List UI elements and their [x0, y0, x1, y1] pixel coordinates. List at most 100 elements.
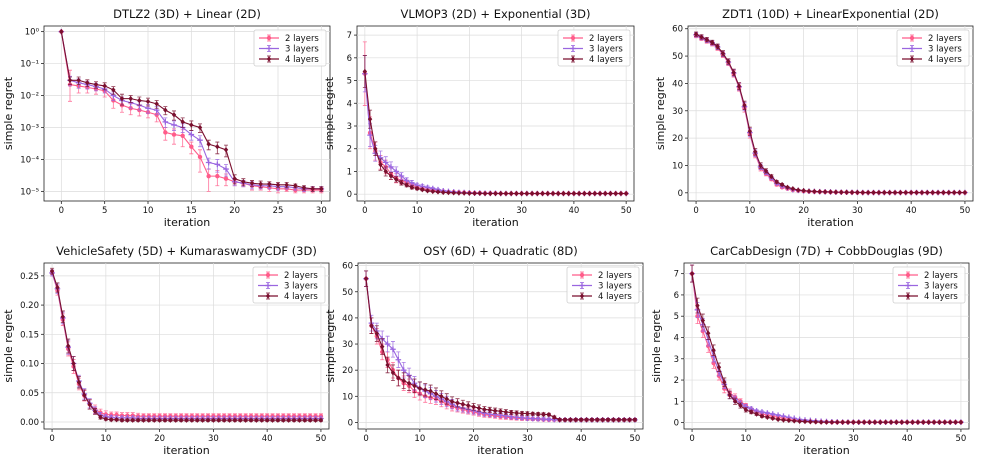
legend-label: 3 layers	[928, 45, 962, 55]
x-tick-label: 20	[798, 206, 809, 216]
legend-label: 2 layers	[598, 271, 632, 281]
x-tick-label: 10	[100, 434, 111, 444]
x-tick-label: 40	[262, 434, 273, 444]
y-axis-label: simple regret	[323, 76, 336, 150]
x-tick-label: 20	[794, 434, 805, 444]
x-tick-label: 0	[689, 434, 694, 444]
data-point	[198, 155, 202, 159]
chart-title: OSY (6D) + Quadratic (8D)	[423, 244, 577, 258]
legend-label: 4 layers	[285, 55, 319, 65]
data-point	[180, 134, 184, 138]
x-tick-label: 50	[960, 206, 971, 216]
x-tick-label: 20	[464, 206, 475, 216]
x-tick-label: 10	[414, 434, 425, 444]
y-tick-label: 7	[674, 270, 679, 280]
data-point	[906, 273, 910, 277]
x-axis-label: iteration	[477, 444, 523, 457]
x-tick-label: 20	[229, 206, 240, 216]
legend-label: 3 layers	[589, 45, 623, 55]
x-tick-label: 10	[740, 434, 751, 444]
legend-label: 2 layers	[285, 34, 319, 44]
y-tick-label: 0	[678, 189, 683, 199]
x-tick-label: 30	[316, 206, 327, 216]
x-axis-label: iteration	[163, 444, 209, 457]
data-point	[172, 132, 176, 136]
y-tick-label: 50	[672, 52, 683, 62]
y-tick-label: 20	[672, 134, 683, 144]
x-tick-label: 30	[208, 434, 219, 444]
y-tick-label: 1	[347, 167, 352, 177]
x-tick-label: 10	[744, 206, 755, 216]
x-tick-label: 50	[630, 434, 641, 444]
x-tick-label: 10	[143, 206, 154, 216]
y-tick-label: 0.10	[20, 360, 39, 370]
y-tick-label: 10	[342, 392, 353, 402]
x-tick-label: 30	[848, 434, 859, 444]
y-tick-label: 10⁻¹	[20, 60, 39, 70]
x-tick-label: 0	[363, 434, 368, 444]
y-tick-label: 10⁻⁵	[20, 187, 39, 197]
legend-label: 4 layers	[928, 55, 962, 65]
y-axis-label: simple regret	[2, 76, 15, 150]
y-tick-label: 0	[674, 419, 679, 429]
chart-title: VehicleSafety (5D) + KumaraswamyCDF (3D)	[56, 244, 317, 258]
chart-title: CarCabDesign (7D) + CobbDouglas (9D)	[710, 244, 943, 258]
legend-label: 3 layers	[284, 282, 318, 292]
data-point	[910, 36, 914, 40]
legend-label: 3 layers	[598, 282, 632, 292]
legend-label: 4 layers	[598, 292, 632, 302]
x-tick-label: 0	[49, 434, 54, 444]
x-tick-label: 0	[362, 206, 367, 216]
data-point	[215, 174, 219, 178]
y-tick-label: 0.00	[20, 418, 39, 428]
y-axis-label: simple regret	[650, 309, 663, 383]
y-tick-label: 60	[342, 262, 353, 272]
y-axis-label: simple regret	[324, 309, 337, 383]
x-tick-label: 20	[468, 434, 479, 444]
data-point	[163, 130, 167, 134]
y-tick-label: 2	[347, 145, 352, 155]
y-tick-label: 0.25	[20, 272, 39, 282]
y-tick-label: 0.15	[20, 330, 39, 340]
y-tick-label: 3	[674, 355, 679, 365]
data-point	[580, 273, 584, 277]
y-axis-label: simple regret	[2, 309, 15, 383]
data-point	[267, 36, 271, 40]
x-axis-label: iteration	[807, 216, 853, 229]
x-tick-label: 0	[693, 206, 698, 216]
y-tick-label: 30	[672, 107, 683, 117]
y-tick-label: 40	[672, 79, 683, 89]
legend-label: 2 layers	[284, 271, 318, 281]
x-axis-label: iteration	[472, 216, 518, 229]
x-axis-label: iteration	[164, 216, 210, 229]
y-axis-label: simple regret	[654, 76, 667, 150]
y-tick-label: 2	[674, 376, 679, 386]
y-tick-label: 60	[672, 25, 683, 35]
x-tick-label: 5	[102, 206, 107, 216]
x-tick-label: 15	[186, 206, 197, 216]
y-tick-label: 10⁰	[25, 28, 40, 38]
x-tick-label: 30	[516, 206, 527, 216]
x-tick-label: 50	[621, 206, 632, 216]
chart-title: DTLZ2 (3D) + Linear (2D)	[113, 7, 261, 21]
legend-label: 2 layers	[928, 34, 962, 44]
x-tick-label: 40	[902, 434, 913, 444]
x-tick-label: 40	[568, 206, 579, 216]
x-tick-label: 25	[273, 206, 284, 216]
legend-label: 4 layers	[284, 292, 318, 302]
y-tick-label: 10⁻²	[20, 92, 39, 102]
x-tick-label: 10	[412, 206, 423, 216]
y-tick-label: 10	[672, 161, 683, 171]
y-tick-label: 3	[347, 122, 352, 132]
y-tick-label: 0.05	[20, 389, 39, 399]
data-point	[206, 174, 210, 178]
x-tick-label: 50	[316, 434, 327, 444]
y-tick-label: 4	[674, 333, 679, 343]
